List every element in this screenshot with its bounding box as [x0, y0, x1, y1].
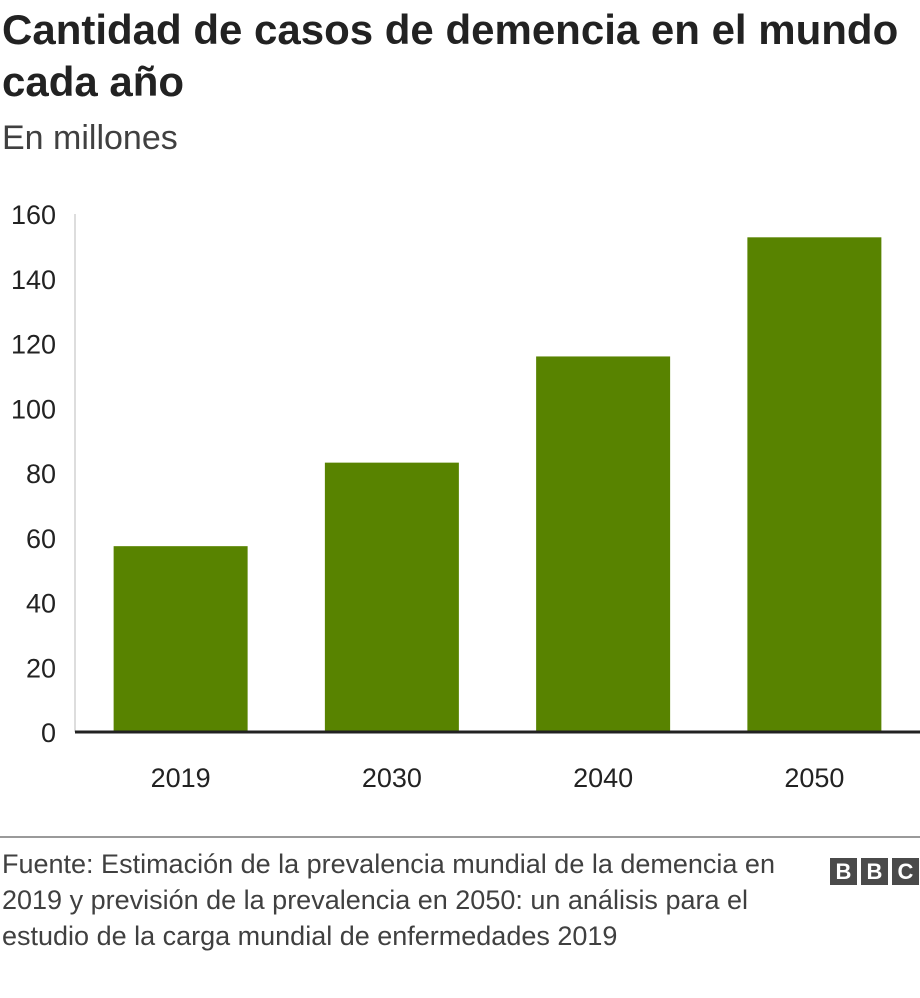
y-tick-label: 140 [11, 265, 56, 295]
footer-divider [0, 836, 920, 838]
y-tick-label: 0 [41, 718, 56, 748]
y-tick-label: 20 [26, 653, 56, 683]
bbc-logo-letter: C [892, 858, 919, 885]
bbc-logo: B B C [830, 858, 919, 885]
chart-subtitle: En millones [2, 119, 178, 157]
x-tick-label: 2050 [784, 763, 844, 793]
chart-title: Cantidad de casos de demencia en el mund… [2, 6, 899, 105]
y-tick-label: 80 [26, 459, 56, 489]
bar-2050 [747, 237, 882, 732]
bar-2040 [536, 356, 671, 732]
x-tick-label: 2019 [151, 763, 211, 793]
bar-2030 [324, 462, 459, 732]
y-tick-label: 160 [11, 200, 56, 230]
x-tick-label: 2040 [573, 763, 633, 793]
x-tick-label: 2030 [362, 763, 422, 793]
source-note: Fuente: Estimación de la prevalencia mun… [2, 849, 775, 951]
y-tick-label: 40 [26, 589, 56, 619]
bbc-logo-letter: B [861, 858, 888, 885]
y-tick-label: 60 [26, 524, 56, 554]
y-tick-label: 120 [11, 330, 56, 360]
bbc-logo-letter: B [830, 858, 857, 885]
y-tick-label: 100 [11, 394, 56, 424]
bar-2019 [113, 546, 248, 732]
